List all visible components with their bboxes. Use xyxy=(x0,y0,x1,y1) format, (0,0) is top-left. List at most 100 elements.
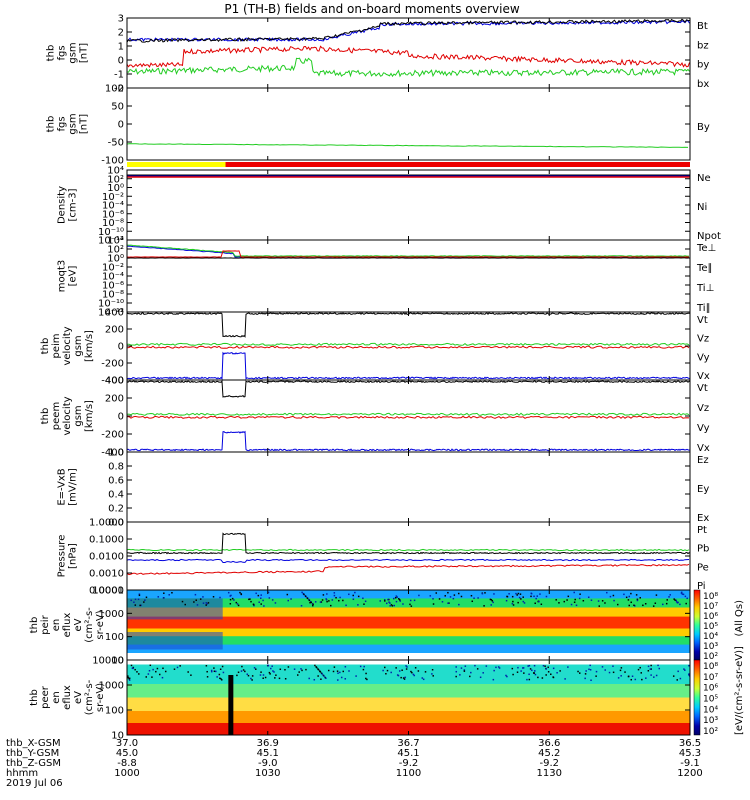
vz-series xyxy=(127,415,690,419)
panel-1-ylabel: fgs xyxy=(57,45,68,60)
colorbar-1 xyxy=(693,589,701,661)
vx-series xyxy=(127,430,690,452)
panel-9-content xyxy=(127,590,690,660)
panel-6-legend-0: Vt xyxy=(697,383,708,394)
ti-par-series xyxy=(127,244,689,257)
panel-2-ytick: 100 xyxy=(105,84,124,95)
panel-6-ylabel: [km/s] xyxy=(84,400,95,432)
panel-5-legend-1: Vz xyxy=(697,334,709,345)
panel-2-ytick: 50 xyxy=(111,102,124,113)
panel-9-ylabel: eV xyxy=(73,618,84,631)
panel-10: 10000 1000 100 10 thb peer en eflux eV (cm²-s-sr-… xyxy=(29,656,691,742)
footer-value: 1130 xyxy=(537,768,562,779)
panel-2-content xyxy=(127,143,689,148)
panel-10-ytick: 10 xyxy=(111,731,124,742)
panel-2-ylabel: thb xyxy=(46,116,57,133)
pt-series xyxy=(127,532,690,555)
footer-row-label: thb_Z-GSM xyxy=(6,758,61,769)
panel-3-ylabel: [cm-3] xyxy=(68,188,79,221)
spectrogram-band-1 xyxy=(127,664,690,685)
panel-5-legend-2: Vy xyxy=(697,352,710,363)
panel-10-ytick: 100 xyxy=(105,706,124,717)
panel-3-ytick: 10⁻² xyxy=(102,192,124,203)
panel-1-legend-0: Bt xyxy=(697,21,708,32)
panel-7-ytick: 0.4 xyxy=(108,490,124,501)
panel-9-ylabel: (cm²-s- xyxy=(84,607,95,643)
spectrogram-low-region xyxy=(127,598,223,620)
panel-8: 1.0000 0.1000 0.0100 0.0010 0.0001 Pressure [n… xyxy=(57,518,710,597)
panel-6-legend-3: Vx xyxy=(697,443,710,454)
panel-1-ytick: -1 xyxy=(114,70,124,81)
panel-7: 1.0 0.8 0.6 0.4 0.2 0.0 E=-VxB [mV/m] Ez Ey Ex xyxy=(57,448,710,529)
panel-1-ytick: 0 xyxy=(118,56,124,67)
bt-series xyxy=(127,18,690,43)
colorbar-side-label: (All Qs) xyxy=(734,600,745,637)
colorbar-1-tick: 10⁵ xyxy=(703,622,718,632)
pb-series xyxy=(127,563,690,576)
panel-1-legend-3: bx xyxy=(697,79,709,90)
panel-10-ylabel: thb xyxy=(29,689,40,706)
panel-6-ytick: 0 xyxy=(118,412,124,423)
vy-series xyxy=(127,412,690,416)
panel-7-ytick: 1.0 xyxy=(108,448,124,459)
panel-9-ytick: 10 xyxy=(111,656,124,667)
footer-row-label: 2019 Jul 06 xyxy=(6,778,63,789)
panel-1-ytick: -2 xyxy=(114,84,124,95)
footer-value: 37.0 xyxy=(116,738,138,749)
spectrogram-dropout xyxy=(228,675,234,735)
spectrogram-band-4 xyxy=(127,711,690,724)
panel-5-ylabel: gsm xyxy=(73,335,84,356)
panel-2: 100 50 0 -50 -100 thb fgs gsm [nT] By xyxy=(46,84,710,167)
footer-row-label: thb_Y-GSM xyxy=(6,748,59,759)
vy-series xyxy=(127,342,690,346)
panel-8-legend-2: Pe xyxy=(697,562,709,573)
panel-1-legend-2: by xyxy=(697,60,709,71)
footer-value: 36.9 xyxy=(257,738,279,749)
footer-value: 45.0 xyxy=(116,748,138,759)
panel-6-ytick: -400 xyxy=(101,448,124,459)
status-bar-yellow xyxy=(127,162,226,167)
panel-4-legend-0: Te⊥ xyxy=(696,243,716,254)
panel-2-ylabel: [nT] xyxy=(79,114,90,134)
panel-4-ylabel: moqt3 xyxy=(57,260,68,293)
panel-5: 400 200 0 -200 -400 thb peim velocity gsm [km/s] V… xyxy=(40,308,710,387)
panel-3-ytick: 10⁻⁶ xyxy=(102,209,124,220)
panel-1-ylabel: [nT] xyxy=(79,43,90,63)
footer-value: 1000 xyxy=(114,768,139,779)
by-series xyxy=(127,57,690,78)
footer-value: 36.6 xyxy=(538,738,560,749)
panel-7-ytick: 0.2 xyxy=(108,504,124,515)
panel-10-ylabel: eflux xyxy=(62,685,73,710)
te-perp-series xyxy=(127,250,690,258)
panel-9-ylabel: eflux xyxy=(62,613,73,638)
panel-3-content xyxy=(127,174,690,178)
panel-2-ytick: 0 xyxy=(118,120,124,131)
panel-9-ylabel: sr-eV) xyxy=(95,610,106,639)
panel-2-ytick: -50 xyxy=(108,138,124,149)
panel-9-ytick: 1000 xyxy=(99,609,124,620)
panel-8-legend-3: Pi xyxy=(697,581,706,592)
panel-2-ylabel: gsm xyxy=(68,113,79,134)
panel-4-ytick: 10⁻² xyxy=(102,263,124,274)
panel-7-ylabel: E=-VxB xyxy=(57,468,68,505)
panel-1-ylabel: gsm xyxy=(68,42,79,63)
status-bar-red xyxy=(225,162,690,167)
panel-5-frame xyxy=(126,311,691,381)
footer-row-label: thb_X-GSM xyxy=(6,738,61,749)
panel-8-ytick: 0.0100 xyxy=(89,552,124,563)
panel-9-ytick: 10000 xyxy=(92,586,124,597)
colorbar-1-tick: 10² xyxy=(703,652,718,662)
panel-6-ytick: 200 xyxy=(105,394,124,405)
panel-5-ylabel: [km/s] xyxy=(84,330,95,362)
colorbar-1-tick: 10⁸ xyxy=(703,592,718,602)
footer-value: 45.1 xyxy=(257,748,279,759)
panel-8-ytick: 0.0001 xyxy=(89,586,124,597)
panel-3-ytick: 10⁻¹² xyxy=(98,236,124,247)
footer-value: 36.5 xyxy=(679,738,701,749)
footer-value: 1200 xyxy=(677,768,702,779)
colorbar-1-tick: 10⁶ xyxy=(703,612,718,622)
panel-7-legend-0: Ez xyxy=(697,455,709,466)
panel-8-ylabel: Pressure xyxy=(57,535,68,578)
panel-4-ytick: 10⁻¹⁰ xyxy=(98,299,124,310)
